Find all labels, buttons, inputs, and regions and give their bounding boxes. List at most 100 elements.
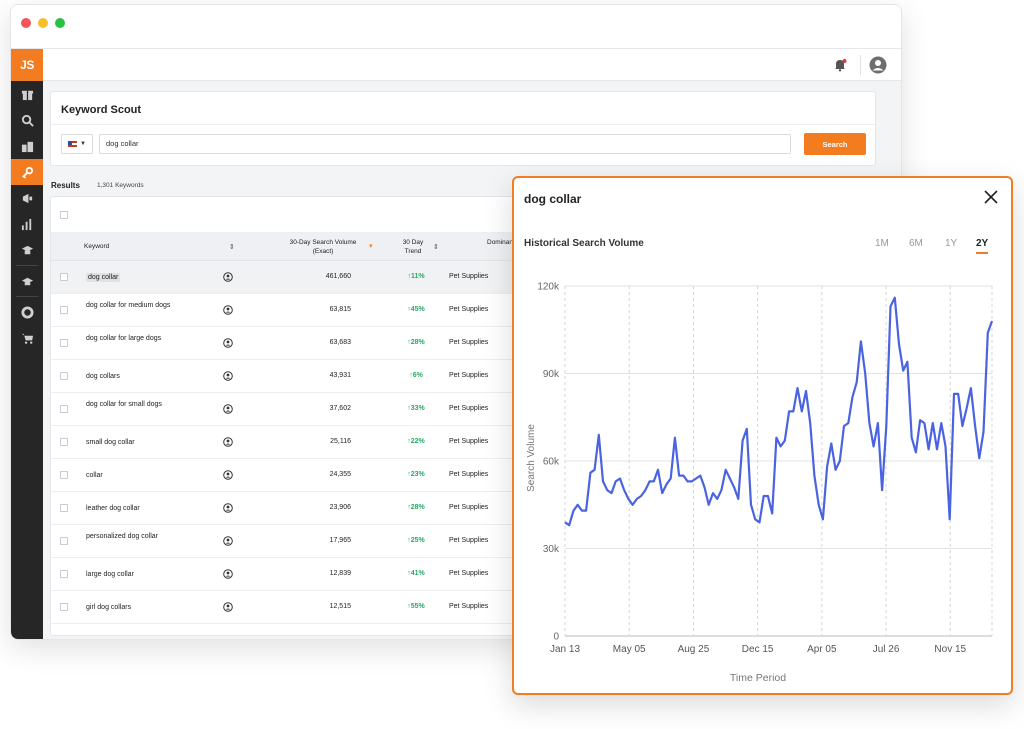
product-info-icon[interactable] <box>223 305 233 315</box>
row-checkbox[interactable] <box>60 570 68 578</box>
table-row[interactable]: collar 24,355 ↑23% Pet Supplies <box>51 459 875 492</box>
table-row[interactable]: large dog collar 12,839 ↑41% Pet Supplies <box>51 558 875 591</box>
product-info-icon[interactable] <box>223 536 233 546</box>
table-row[interactable]: dog collar for small dogs 37,602 ↑33% Pet S… <box>51 393 875 426</box>
keyword-cell[interactable]: dog collars <box>86 372 186 382</box>
table-row[interactable]: girl dog collars 12,515 ↑55% Pet Supplies <box>51 591 875 624</box>
keyword-cell[interactable]: dog collar for large dogs <box>86 334 186 344</box>
x-tick-label: May 05 <box>613 644 646 655</box>
sort-icon[interactable]: ⇕ <box>229 244 235 251</box>
keyword-cell[interactable]: dog collar <box>86 273 186 283</box>
table-toolbar <box>51 197 875 233</box>
category-cell: Pet Supplies <box>449 273 489 280</box>
sidebar-item-analytics[interactable] <box>11 211 43 237</box>
table-row[interactable]: small dog collar 25,116 ↑22% Pet Supplies <box>51 426 875 459</box>
trend-value: 6% <box>412 372 423 379</box>
table-row[interactable]: dog collars 43,931 ↑6% Pet Supplies <box>51 360 875 393</box>
product-info-icon[interactable] <box>223 569 233 579</box>
trend-cell: ↑25% <box>396 537 436 544</box>
marketplace-select[interactable]: ▼ <box>61 134 93 154</box>
range-1m-button[interactable]: 1M <box>875 238 889 249</box>
y-tick-label: 120k <box>537 282 560 293</box>
sidebar-item-keyword-scout[interactable] <box>11 159 43 185</box>
keyword-text: dog collar for large dogs <box>86 335 162 342</box>
chevron-down-icon: ▼ <box>80 141 86 147</box>
table-row[interactable]: dog collar for large dogs 63,683 ↑28% Pet S… <box>51 327 875 360</box>
trend-value: 23% <box>410 471 425 478</box>
row-checkbox[interactable] <box>60 438 68 446</box>
keyword-cell[interactable]: collar <box>86 471 186 481</box>
chart-subtitle: Historical Search Volume <box>524 238 644 249</box>
row-checkbox[interactable] <box>60 306 68 314</box>
table-row[interactable]: dog collar for medium dogs 63,815 ↑45% Pet … <box>51 294 875 327</box>
trend-value: 11% <box>410 273 425 280</box>
search-button[interactable]: Search <box>804 133 866 155</box>
keyword-cell[interactable]: small dog collar <box>86 438 186 448</box>
keyword-cell[interactable]: leather dog collar <box>86 504 186 514</box>
sidebar-item-products[interactable] <box>11 81 43 107</box>
keyword-text: personalized dog collar <box>86 533 158 540</box>
keyword-cell[interactable]: girl dog collars <box>86 603 186 613</box>
keyword-cell[interactable]: dog collar for small dogs <box>86 400 186 410</box>
sidebar-item-cart[interactable] <box>11 325 43 351</box>
row-checkbox[interactable] <box>60 405 68 413</box>
app-logo[interactable]: JS <box>11 49 43 81</box>
sidebar-item-tracker[interactable] <box>11 133 43 159</box>
column-header-volume[interactable]: 30-Day Search Volume (Exact) <box>289 239 357 255</box>
keyword-cell[interactable]: dog collar for medium dogs <box>86 301 186 311</box>
range-2y-button[interactable]: 2Y <box>976 238 989 254</box>
product-info-icon[interactable] <box>223 371 233 381</box>
column-header-keyword[interactable]: Keyword <box>84 243 110 250</box>
sidebar-item-support[interactable] <box>11 299 43 325</box>
volume-cell: 12,839 <box>329 570 351 577</box>
minimize-window-button[interactable] <box>38 18 48 28</box>
row-checkbox[interactable] <box>60 372 68 380</box>
column-header-trend[interactable]: 30 Day Trend <box>402 239 424 255</box>
product-info-icon[interactable] <box>223 338 233 348</box>
sidebar-item-academy[interactable] <box>11 237 43 263</box>
user-avatar-icon[interactable] <box>869 56 887 74</box>
y-tick-label: 0 <box>553 632 559 643</box>
row-checkbox[interactable] <box>60 471 68 479</box>
table-row[interactable]: personalized dog collar 17,965 ↑25% Pet Sup… <box>51 525 875 558</box>
maximize-window-button[interactable] <box>55 18 65 28</box>
product-info-icon[interactable] <box>223 602 233 612</box>
arrow-up-icon: ↑ <box>407 570 411 577</box>
lifebuoy-icon <box>20 305 34 319</box>
x-tick-label: Dec 15 <box>742 644 774 655</box>
row-checkbox[interactable] <box>60 504 68 512</box>
sidebar-item-marketing[interactable] <box>11 185 43 211</box>
bell-icon[interactable] <box>833 58 847 72</box>
sort-icon[interactable]: ⇕ <box>433 244 439 251</box>
product-info-icon[interactable] <box>223 272 233 282</box>
keyword-cell[interactable]: personalized dog collar <box>86 532 186 542</box>
close-icon[interactable] <box>983 189 999 205</box>
keyword-text: dog collar for medium dogs <box>86 302 171 309</box>
sidebar-item-learning[interactable] <box>11 268 43 294</box>
historical-volume-modal: dog collar Historical Search Volume 1M 6… <box>512 176 1013 695</box>
product-info-icon[interactable] <box>223 470 233 480</box>
row-checkbox[interactable] <box>60 273 68 281</box>
category-cell: Pet Supplies <box>449 339 489 346</box>
top-bar <box>43 49 901 81</box>
table-row[interactable]: leather dog collar 23,906 ↑28% Pet Supplies <box>51 492 875 525</box>
range-6m-button[interactable]: 6M <box>909 238 923 249</box>
close-window-button[interactable] <box>21 18 31 28</box>
row-checkbox[interactable] <box>60 603 68 611</box>
product-info-icon[interactable] <box>223 404 233 414</box>
select-all-checkbox[interactable] <box>60 211 68 219</box>
row-checkbox[interactable] <box>60 537 68 545</box>
trend-cell: ↑22% <box>396 438 436 445</box>
cart-icon <box>21 333 33 344</box>
product-info-icon[interactable] <box>223 437 233 447</box>
keyword-search-input[interactable]: dog collar <box>99 134 791 154</box>
sidebar-item-search[interactable] <box>11 107 43 133</box>
product-info-icon[interactable] <box>223 503 233 513</box>
range-1y-button[interactable]: 1Y <box>945 238 958 249</box>
keyword-cell[interactable]: large dog collar <box>86 570 186 580</box>
sort-descending-icon[interactable]: ▾ <box>369 243 373 250</box>
keyword-text: collar <box>86 472 103 479</box>
trend-cell: ↑11% <box>396 273 436 280</box>
row-checkbox[interactable] <box>60 339 68 347</box>
keyword-text: small dog collar <box>86 439 135 446</box>
